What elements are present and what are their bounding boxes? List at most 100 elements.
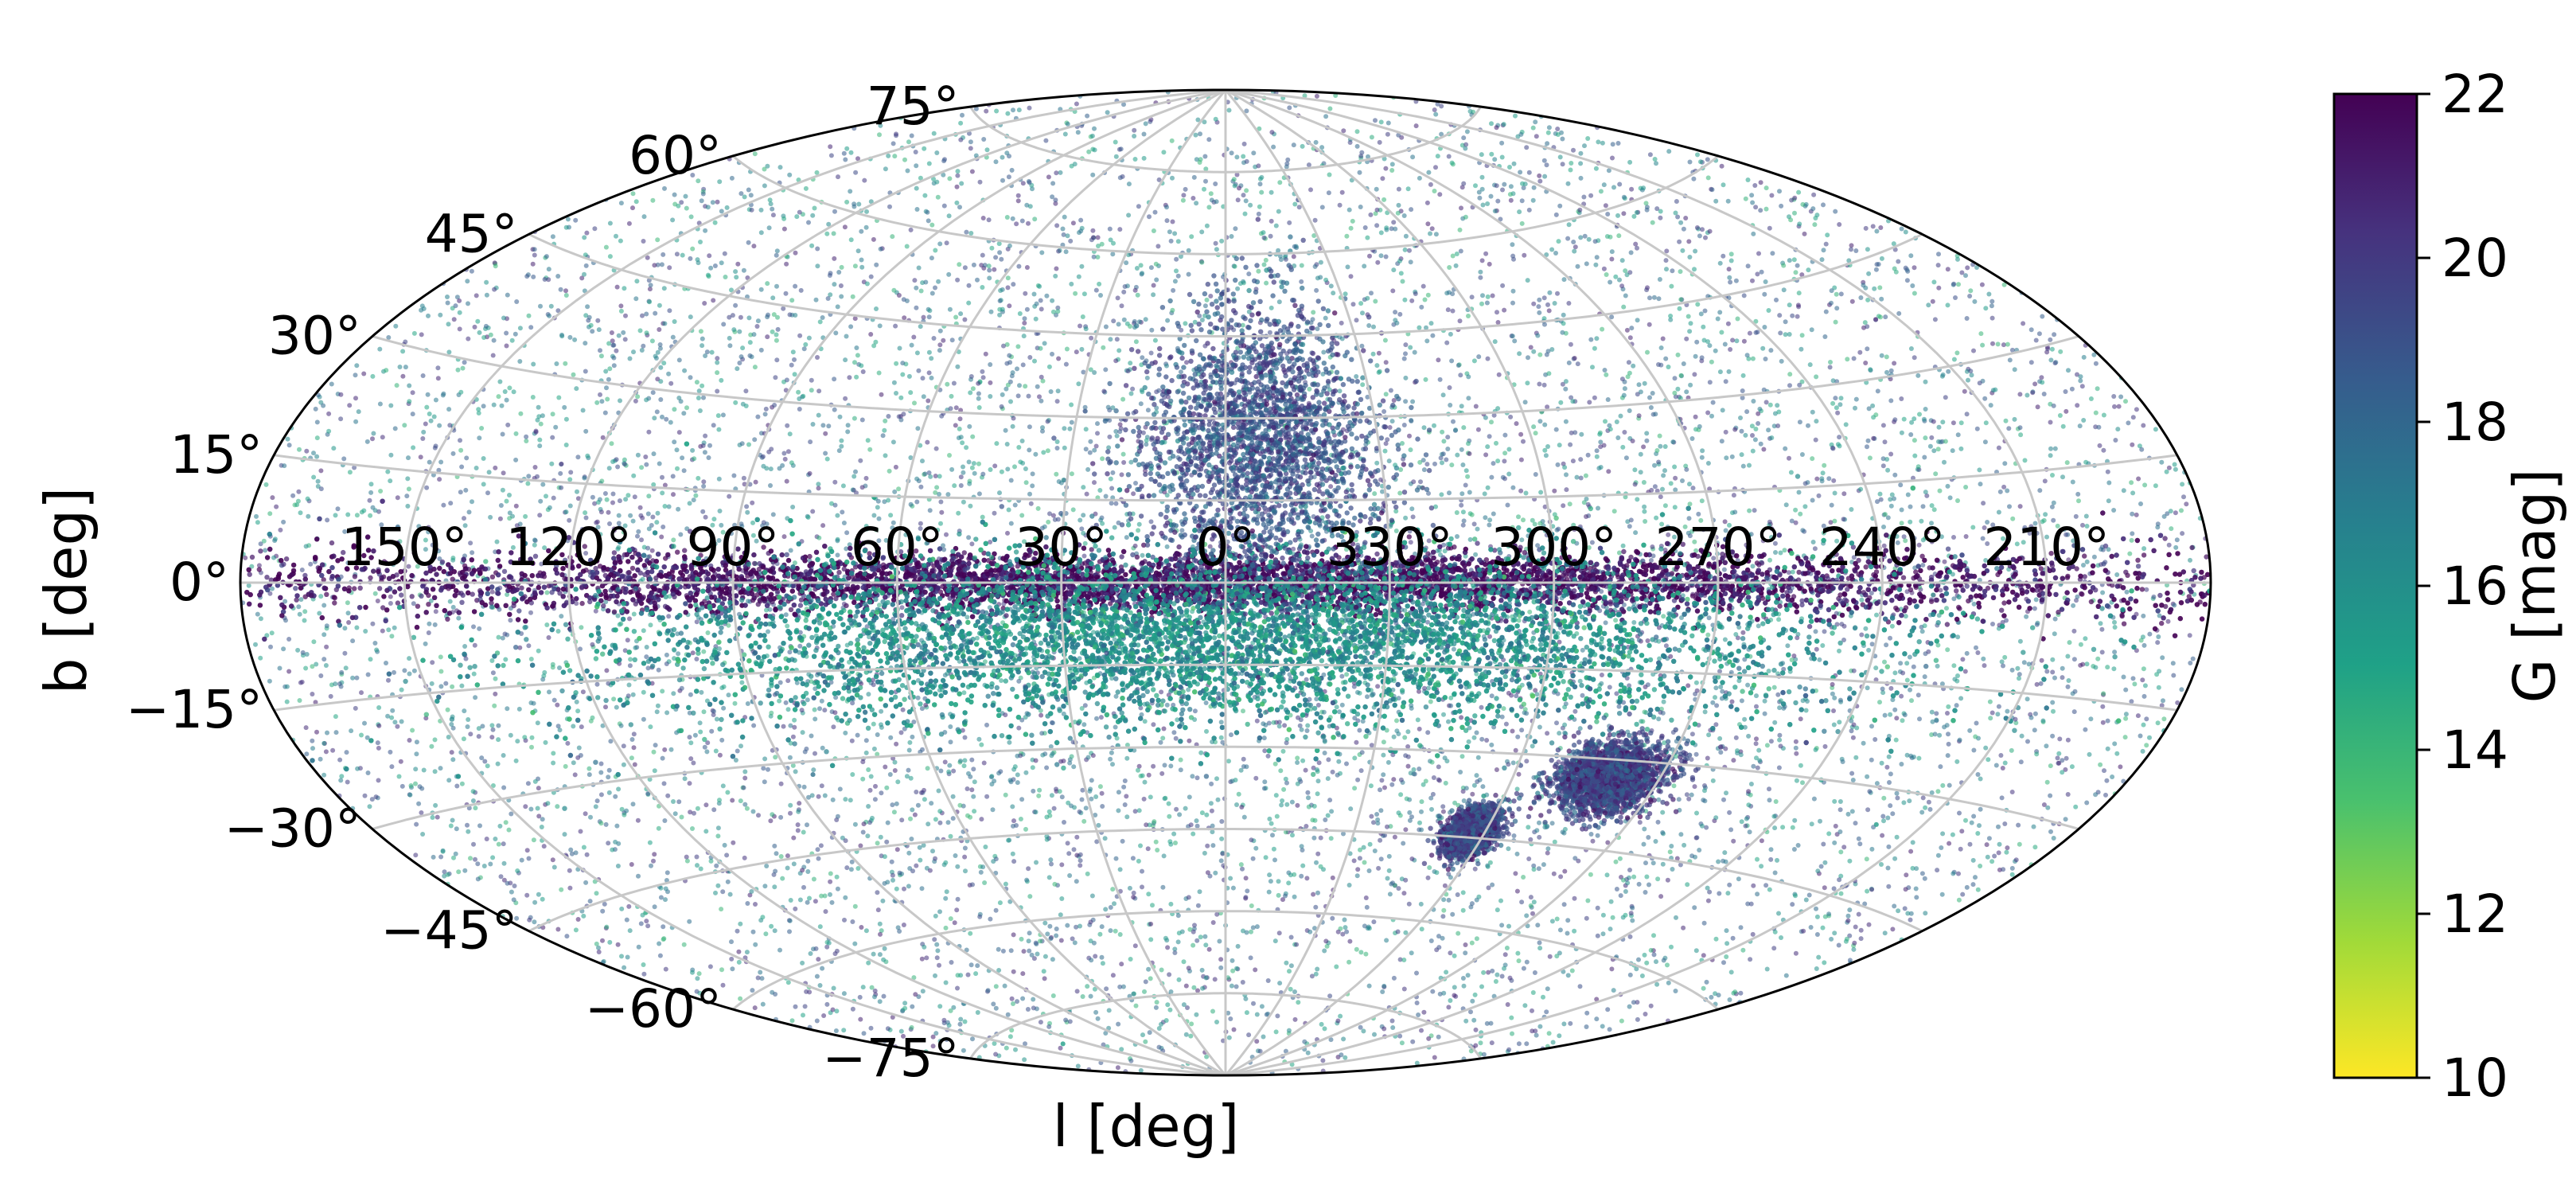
star-point (450, 604, 456, 610)
star-point (1756, 251, 1761, 256)
star-point (741, 785, 746, 790)
star-point (1276, 209, 1281, 214)
star-point (1376, 350, 1382, 356)
star-point (1354, 873, 1360, 879)
star-point (1214, 776, 1219, 782)
star-point (939, 413, 945, 419)
star-point (477, 823, 482, 829)
star-point (687, 919, 692, 924)
star-point (530, 261, 536, 267)
star-point (526, 313, 532, 318)
star-point (968, 146, 973, 151)
star-point (820, 315, 825, 320)
star-point (1829, 288, 1834, 294)
star-point (1396, 810, 1401, 816)
star-point (644, 330, 649, 336)
star-point (862, 178, 867, 183)
star-point (1409, 298, 1415, 303)
star-point (1282, 723, 1288, 728)
star-point (2095, 386, 2100, 392)
star-point (1016, 107, 1022, 113)
star-point (969, 787, 975, 793)
star-point (1235, 943, 1241, 949)
star-point (298, 597, 304, 603)
star-point (1031, 997, 1036, 1002)
star-point (825, 296, 831, 301)
star-point (2015, 665, 2021, 671)
star-point (493, 837, 498, 841)
star-point (1600, 326, 1605, 332)
star-point (1642, 826, 1647, 832)
star-point (1391, 777, 1397, 782)
star-point (1440, 451, 1446, 457)
star-point (1955, 432, 1961, 438)
star-point (1241, 193, 1246, 198)
star-point (2122, 735, 2128, 740)
star-point (551, 864, 557, 870)
star-point (1170, 219, 1175, 224)
star-point (954, 907, 960, 913)
star-point (2141, 613, 2146, 618)
star-point (1992, 853, 1997, 859)
star-point (848, 189, 853, 194)
star-point (1793, 745, 1799, 751)
star-point (1604, 372, 1609, 377)
star-point (850, 700, 855, 706)
star-point (1100, 456, 1105, 462)
star-point (976, 461, 981, 466)
star-point (1546, 125, 1552, 131)
star-point (1283, 776, 1288, 782)
star-point (579, 724, 584, 730)
star-point (1569, 968, 1575, 973)
star-point (1110, 973, 1116, 978)
star-point (671, 691, 676, 696)
star-point (1109, 750, 1114, 755)
star-point (1346, 959, 1352, 965)
star-point (2170, 661, 2176, 666)
star-point (1788, 217, 1794, 223)
star-point (1436, 945, 1442, 950)
star-point (745, 901, 750, 906)
star-point (631, 745, 637, 751)
star-point (1363, 951, 1369, 957)
star-point (1552, 301, 1557, 306)
star-point (1398, 792, 1404, 798)
star-point (544, 254, 549, 259)
star-point (976, 491, 982, 497)
star-point (1276, 879, 1281, 884)
star-point (1970, 857, 1976, 863)
star-point (490, 353, 496, 358)
star-point (1767, 402, 1773, 408)
star-point (477, 330, 482, 335)
star-point (1837, 443, 1842, 449)
star-point (1397, 490, 1403, 496)
star-point (1990, 388, 1996, 393)
star-point (1178, 369, 1183, 375)
star-point (1561, 321, 1566, 326)
star-point (1399, 1040, 1405, 1046)
star-point (2012, 416, 2017, 422)
star-point (1368, 212, 1374, 217)
star-point (1005, 275, 1011, 281)
star-point (2017, 504, 2023, 509)
star-point (1409, 950, 1414, 956)
star-point (431, 854, 436, 860)
star-point (268, 644, 273, 650)
star-point (644, 645, 649, 650)
star-point (1518, 431, 1524, 437)
star-point (1907, 654, 1912, 660)
star-point (835, 513, 840, 518)
star-point (1103, 907, 1109, 912)
star-point (720, 889, 726, 895)
star-point (1259, 189, 1265, 195)
star-point (283, 618, 288, 623)
star-point (1081, 818, 1087, 824)
star-point (1933, 471, 1939, 477)
star-point (587, 314, 592, 320)
star-point (1983, 420, 1989, 426)
star-point (489, 589, 495, 595)
star-point (393, 323, 399, 329)
star-point (1391, 975, 1397, 981)
star-point (584, 230, 590, 236)
star-point (314, 729, 319, 735)
